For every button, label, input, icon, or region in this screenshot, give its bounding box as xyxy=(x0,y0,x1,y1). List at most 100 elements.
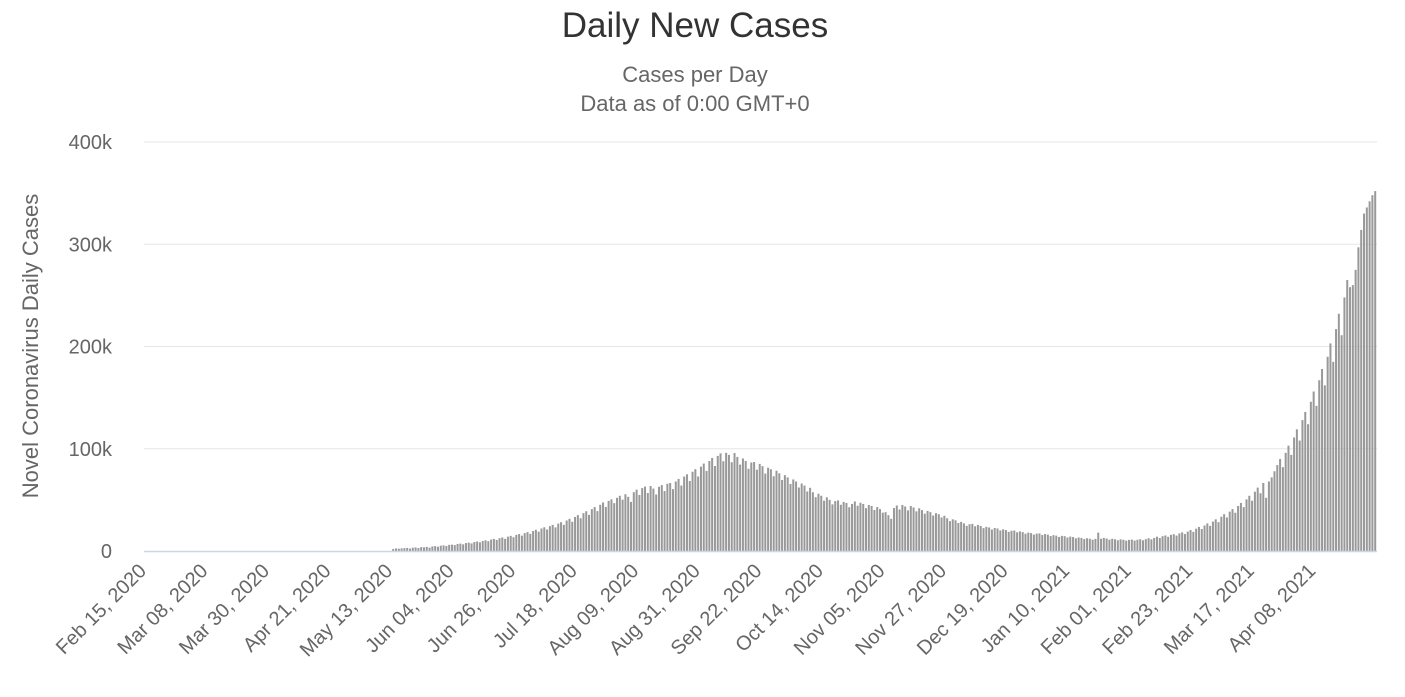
bar[interactable] xyxy=(1200,529,1203,551)
bar[interactable] xyxy=(990,529,993,551)
bar[interactable] xyxy=(1335,329,1338,551)
bar[interactable] xyxy=(671,489,674,551)
bar[interactable] xyxy=(1186,531,1189,551)
bar[interactable] xyxy=(1102,537,1105,551)
bar[interactable] xyxy=(831,504,834,551)
bar[interactable] xyxy=(1323,385,1326,551)
bar[interactable] xyxy=(741,458,744,551)
bar[interactable] xyxy=(610,499,613,551)
bar[interactable] xyxy=(657,486,660,551)
bar[interactable] xyxy=(1088,538,1091,551)
bar[interactable] xyxy=(445,545,448,551)
bar[interactable] xyxy=(839,504,842,551)
bar[interactable] xyxy=(870,506,873,551)
bar[interactable] xyxy=(965,525,968,551)
bar[interactable] xyxy=(1197,526,1200,551)
bar[interactable] xyxy=(943,515,946,551)
bar[interactable] xyxy=(1349,287,1352,551)
bar[interactable] xyxy=(750,462,753,551)
bar[interactable] xyxy=(1133,540,1136,551)
bar[interactable] xyxy=(579,518,582,551)
bar[interactable] xyxy=(929,512,932,551)
bar[interactable] xyxy=(909,506,912,551)
bar[interactable] xyxy=(1360,229,1363,551)
bar[interactable] xyxy=(1046,534,1049,551)
bar[interactable] xyxy=(781,480,784,551)
bar[interactable] xyxy=(1315,405,1318,551)
bar[interactable] xyxy=(512,537,515,551)
bar[interactable] xyxy=(887,515,890,551)
bar[interactable] xyxy=(778,473,781,551)
bar[interactable] xyxy=(926,510,929,551)
bar[interactable] xyxy=(867,504,870,551)
bar[interactable] xyxy=(1295,429,1298,551)
bar[interactable] xyxy=(1147,538,1150,551)
bar[interactable] xyxy=(1105,538,1108,551)
bar[interactable] xyxy=(1111,538,1114,551)
bar[interactable] xyxy=(1195,528,1198,551)
bar[interactable] xyxy=(976,524,979,551)
bar[interactable] xyxy=(1139,539,1142,551)
bar[interactable] xyxy=(1119,539,1122,551)
bar[interactable] xyxy=(1273,471,1276,551)
bar[interactable] xyxy=(1351,285,1354,551)
bar[interactable] xyxy=(722,461,725,551)
bar[interactable] xyxy=(820,495,823,551)
bar[interactable] xyxy=(764,473,767,551)
bar[interactable] xyxy=(1083,539,1086,551)
bar[interactable] xyxy=(1024,533,1027,551)
bar[interactable] xyxy=(1287,445,1290,551)
bar[interactable] xyxy=(797,487,800,552)
bar[interactable] xyxy=(811,492,814,551)
bar[interactable] xyxy=(1332,361,1335,551)
bar[interactable] xyxy=(1234,512,1237,551)
bar[interactable] xyxy=(702,463,705,551)
bar[interactable] xyxy=(464,543,467,551)
bar[interactable] xyxy=(1069,536,1072,551)
bar[interactable] xyxy=(501,537,504,552)
bar[interactable] xyxy=(719,453,722,551)
bar[interactable] xyxy=(879,509,882,551)
bar[interactable] xyxy=(436,546,439,551)
bar[interactable] xyxy=(795,481,798,551)
bar[interactable] xyxy=(1044,534,1047,551)
bar[interactable] xyxy=(540,528,543,552)
bar[interactable] xyxy=(1128,539,1131,551)
bar[interactable] xyxy=(971,523,974,551)
bar[interactable] xyxy=(1209,525,1212,551)
bar[interactable] xyxy=(526,532,529,551)
bar[interactable] xyxy=(1206,523,1209,551)
bar[interactable] xyxy=(769,469,772,551)
bar[interactable] xyxy=(422,547,425,551)
bar[interactable] xyxy=(1097,532,1100,551)
bar[interactable] xyxy=(1016,532,1019,551)
bar[interactable] xyxy=(859,502,862,551)
bar[interactable] xyxy=(456,543,459,551)
bar[interactable] xyxy=(1010,530,1013,551)
bar[interactable] xyxy=(1301,420,1304,551)
bar[interactable] xyxy=(1321,369,1324,551)
bar[interactable] xyxy=(1259,493,1262,551)
bar[interactable] xyxy=(1094,538,1097,551)
bar[interactable] xyxy=(532,530,535,551)
bar[interactable] xyxy=(548,526,551,551)
bar[interactable] xyxy=(1293,437,1296,552)
bar[interactable] xyxy=(576,515,579,551)
bar[interactable] xyxy=(616,497,619,551)
bar[interactable] xyxy=(478,542,481,551)
bar[interactable] xyxy=(1340,335,1343,551)
bar[interactable] xyxy=(761,466,764,551)
bar[interactable] xyxy=(613,503,616,551)
bar[interactable] xyxy=(792,479,795,551)
bar[interactable] xyxy=(1365,207,1368,551)
bar[interactable] xyxy=(1326,356,1329,551)
bar[interactable] xyxy=(856,505,859,551)
bar[interactable] xyxy=(739,464,742,551)
bar[interactable] xyxy=(453,545,456,551)
bar[interactable] xyxy=(951,519,954,551)
bar[interactable] xyxy=(1178,533,1181,551)
bar[interactable] xyxy=(1004,530,1007,551)
bar[interactable] xyxy=(755,469,758,551)
bar[interactable] xyxy=(1032,534,1035,551)
bar[interactable] xyxy=(699,466,702,551)
